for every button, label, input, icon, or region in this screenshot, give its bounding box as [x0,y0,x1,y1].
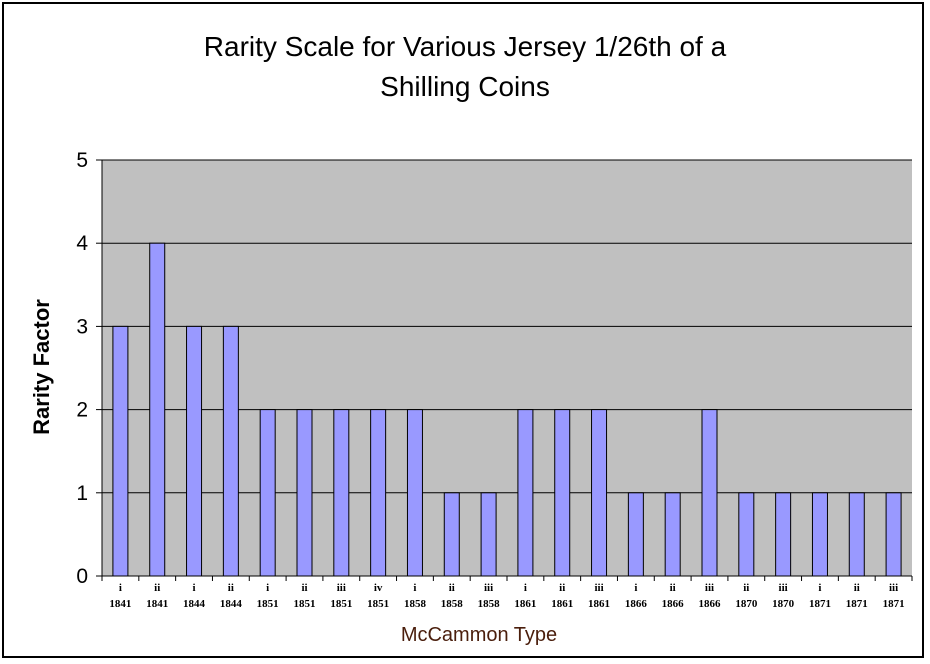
x-tick-label-year: 1851 [257,598,279,610]
x-tick-label-type: iii [779,582,788,594]
bar [222,325,239,577]
x-tick-label-type: ii [154,582,160,594]
x-tick-label-type: ii [449,582,455,594]
y-tick-label: 5 [76,149,88,172]
bar-series [112,242,902,577]
bar [848,492,865,577]
x-tick-label-type: iii [484,582,493,594]
x-tick-label-year: 1861 [588,598,610,610]
bar [885,492,902,577]
bar [333,409,350,577]
bar [554,409,571,577]
x-axis-label: McCammon Type [401,624,557,646]
bar [370,409,387,577]
x-tick-label-type: i [818,582,821,594]
y-tick-label: 0 [76,565,88,588]
x-tick-label-type: iii [594,582,603,594]
x-tick-label-type: iii [889,582,898,594]
bar [627,492,644,577]
x-tick-label-year: 1871 [846,598,868,610]
x-tick-label-year: 1871 [809,598,831,610]
x-tick-label-type: ii [854,582,860,594]
x-tick-label-type: ii [228,582,234,594]
x-tick-label-year: 1871 [883,598,905,610]
y-tick-label: 3 [76,315,88,338]
x-tick-label-type: i [266,582,269,594]
x-tick-label-type: i [119,582,122,594]
x-tick-label-type: i [634,582,637,594]
x-tick-label-type: ii [670,582,676,594]
bar [738,492,755,577]
bar [811,492,828,577]
x-tick-label-year: 1851 [330,598,352,610]
x-tick-label-year: 1870 [735,598,758,610]
x-tick-label-type: ii [301,582,307,594]
bar [664,492,681,577]
x-tick-label-year: 1866 [662,598,685,610]
bar [517,409,534,577]
x-tick-labels: i1841ii1841i1844ii1844i1851ii1851iii1851… [109,582,904,610]
bar [480,492,497,577]
chart-title-line-2: Shilling Coins [380,71,550,102]
chart-title-line-1: Rarity Scale for Various Jersey 1/26th o… [204,31,727,62]
y-tick-label: 4 [76,232,88,255]
x-tick-label-type: iii [705,582,714,594]
x-tick-label-type: iv [374,582,383,594]
x-tick-label-year: 1841 [109,598,131,610]
x-tick-label-year: 1866 [625,598,648,610]
axes [96,159,913,581]
x-tick-label-type: i [413,582,416,594]
bar [149,242,166,577]
x-tick-label-year: 1858 [478,598,501,610]
bar [186,325,203,577]
x-tick-label-type: ii [743,582,749,594]
x-tick-label-year: 1870 [772,598,795,610]
x-tick-label-year: 1861 [514,598,536,610]
x-tick-label-type: i [524,582,527,594]
bar [259,409,276,577]
bar [591,409,608,577]
bar [775,492,792,577]
x-tick-label-year: 1851 [294,598,316,610]
y-tick-labels: 0 1 2 3 4 5 [76,149,88,588]
bar [406,409,423,577]
y-tick-label: 1 [76,482,88,505]
x-tick-label-type: iii [337,582,346,594]
x-tick-label-type: i [193,582,196,594]
x-tick-label-year: 1844 [220,598,243,610]
x-tick-label-year: 1851 [367,598,389,610]
bar [296,409,313,577]
bar [112,325,129,577]
x-tick-label-year: 1858 [404,598,427,610]
y-axis-label: Rarity Factor [29,299,54,435]
bar [443,492,460,577]
x-tick-label-year: 1861 [551,598,573,610]
x-tick-label-year: 1841 [146,598,168,610]
x-tick-label-type: ii [559,582,565,594]
x-tick-label-year: 1844 [183,598,206,610]
x-tick-label-year: 1858 [441,598,464,610]
x-tick-label-year: 1866 [699,598,722,610]
y-tick-label: 2 [76,399,88,422]
bar [701,409,718,577]
